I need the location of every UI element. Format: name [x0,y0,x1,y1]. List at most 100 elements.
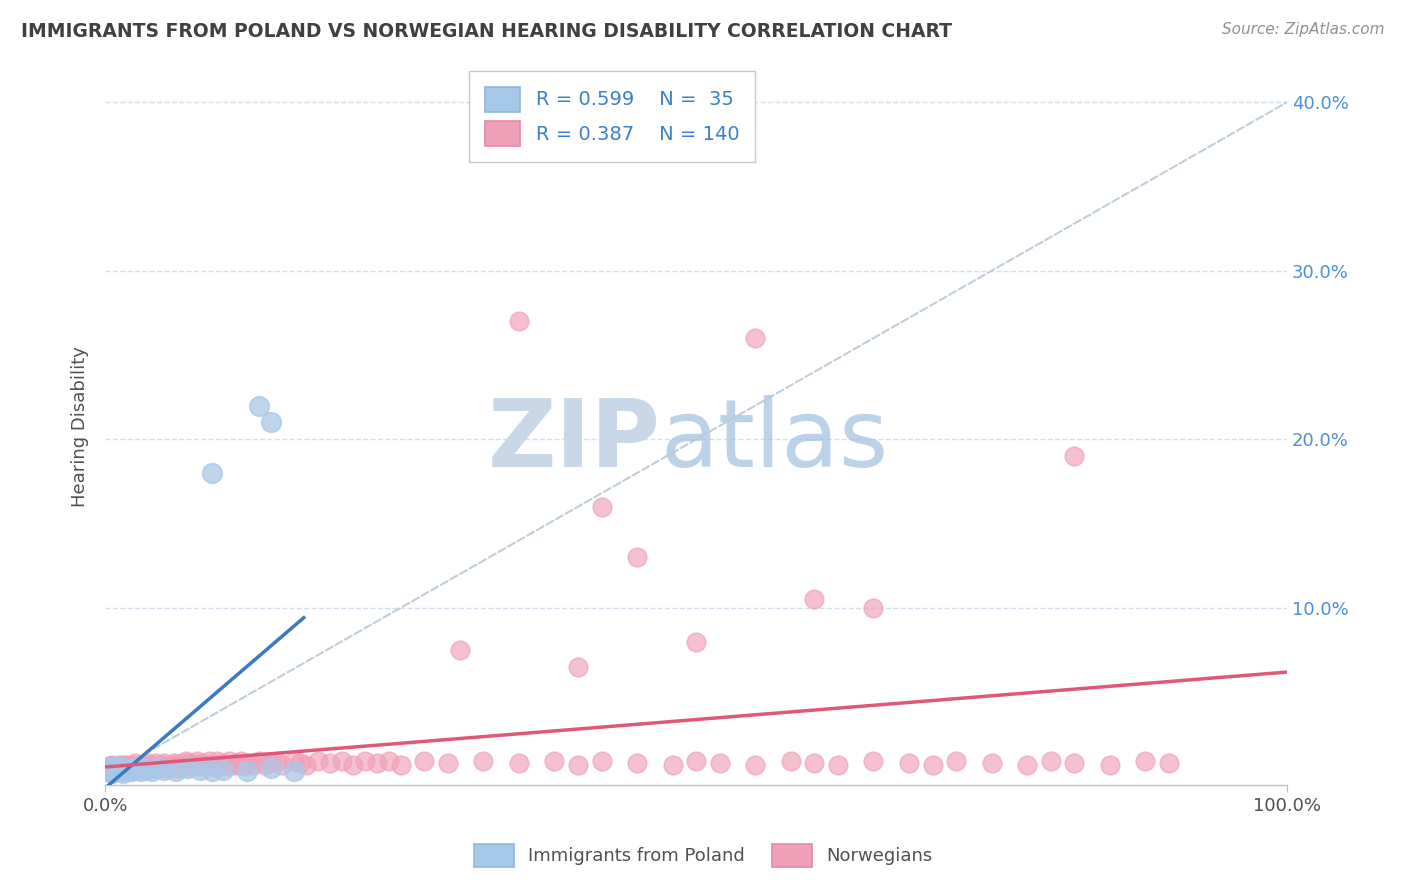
Point [129,764,152,779]
Point [159,757,181,772]
Point [591,500,613,514]
Point [1039,754,1062,768]
Point [194,757,217,772]
Point [233,759,256,773]
Point [118,763,141,777]
Point [148,761,170,775]
Point [897,756,920,770]
Point [295,757,318,772]
Point [165,764,187,779]
Point [132,763,155,777]
Point [105,759,128,773]
Point [508,314,530,328]
Point [105,764,128,779]
Point [101,766,124,780]
Point [132,761,155,775]
Point [105,759,128,773]
Point [97,761,120,775]
Point [591,754,613,768]
Point [135,761,157,775]
Point [626,550,648,565]
Point [121,763,143,777]
Point [437,756,460,770]
Point [112,761,135,775]
Point [862,600,884,615]
Point [127,763,149,777]
Point [100,763,122,777]
Point [139,761,162,775]
Point [134,759,156,773]
Point [97,763,120,777]
Legend: R = 0.599    N =  35, R = 0.387    N = 140: R = 0.599 N = 35, R = 0.387 N = 140 [470,71,755,161]
Point [107,761,129,775]
Y-axis label: Hearing Disability: Hearing Disability [72,346,89,507]
Point [389,757,412,772]
Point [472,754,495,768]
Point [266,754,288,768]
Point [179,756,201,770]
Point [247,754,270,768]
Point [177,761,200,775]
Point [96,764,118,779]
Point [188,763,211,777]
Point [1135,754,1157,768]
Point [115,764,138,779]
Point [921,757,943,772]
Point [242,757,264,772]
Point [104,759,127,773]
Point [366,756,388,770]
Point [186,754,208,768]
Point [129,761,152,775]
Point [779,754,801,768]
Point [307,754,329,768]
Point [110,761,132,775]
Point [110,763,132,777]
Point [111,761,134,775]
Point [200,466,222,480]
Point [1157,756,1180,770]
Point [980,756,1002,770]
Point [148,759,170,773]
Point [159,759,181,773]
Point [183,757,205,772]
Point [100,763,122,777]
Legend: Immigrants from Poland, Norwegians: Immigrants from Poland, Norwegians [467,837,939,874]
Point [104,764,127,779]
Point [191,756,214,770]
Point [153,759,176,773]
Point [222,757,245,772]
Point [129,757,152,772]
Point [100,759,122,773]
Point [945,754,967,768]
Point [97,764,120,779]
Point [97,763,120,777]
Point [96,763,118,777]
Point [111,759,134,773]
Point [120,757,142,772]
Point [103,763,125,777]
Point [104,764,127,779]
Point [260,756,283,770]
Point [803,592,825,607]
Point [118,764,141,779]
Point [260,416,283,430]
Point [97,759,120,773]
Point [127,759,149,773]
Point [207,754,229,768]
Point [1015,757,1038,772]
Point [104,763,127,777]
Point [135,763,157,777]
Point [108,764,131,779]
Point [247,399,270,413]
Point [170,756,193,770]
Text: Source: ZipAtlas.com: Source: ZipAtlas.com [1222,22,1385,37]
Point [543,754,565,768]
Point [103,761,125,775]
Point [744,757,766,772]
Point [226,757,249,772]
Point [567,757,589,772]
Text: atlas: atlas [661,395,889,487]
Point [150,757,173,772]
Point [114,759,136,773]
Point [283,754,305,768]
